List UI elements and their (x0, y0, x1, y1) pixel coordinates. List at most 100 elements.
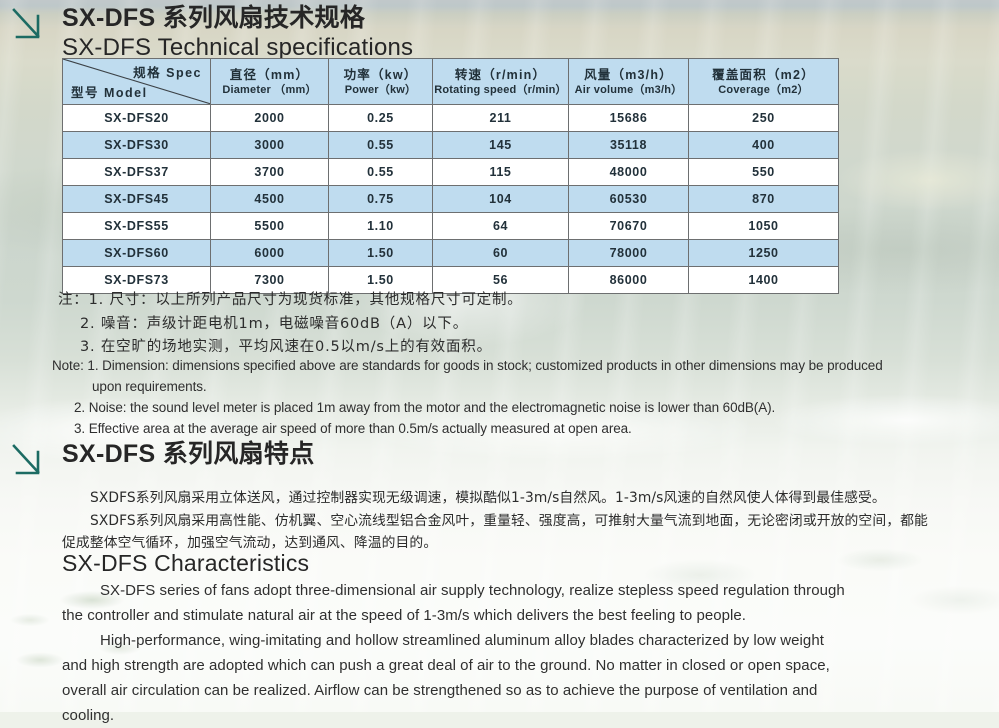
cell-air-volume: 15686 (568, 104, 689, 132)
cell-diameter: 3000 (210, 131, 329, 159)
cell-coverage: 400 (688, 131, 839, 159)
cell-coverage: 550 (688, 158, 839, 186)
header-cn: 风量（m3/h） (584, 67, 673, 82)
characteristics-title-cn: SX-DFS 系列风扇特点 (62, 440, 315, 468)
cell-diameter: 2000 (210, 104, 329, 132)
corner-diagonal-line (63, 59, 210, 104)
header-cn: 转速（r/min） (454, 67, 547, 82)
header-en: Coverage（m2） (718, 83, 809, 96)
column-header-diameter: 直径（mm） Diameter （mm） (210, 58, 329, 105)
char-en-p2-line2: and high strength are adopted which can … (62, 657, 830, 674)
header-en: Power（kw） (344, 83, 417, 96)
table-row: SX-DFS37 3700 0.55 115 48000 550 (62, 158, 839, 186)
cell-speed: 64 (432, 212, 569, 240)
corner-spec-label: 规格 Spec (133, 66, 202, 80)
char-en-p2-line4: cooling. (62, 707, 115, 724)
column-header-power: 功率（kw） Power（kw） (328, 58, 433, 105)
note-en-1: Note: 1. Dimension: dimensions specified… (52, 358, 883, 373)
cell-model: SX-DFS37 (62, 158, 211, 186)
characteristics-title-en: SX-DFS Characteristics (62, 550, 310, 576)
cell-power: 1.10 (328, 212, 433, 240)
cell-model: SX-DFS30 (62, 131, 211, 159)
header-cn: 直径（mm） (229, 67, 310, 82)
column-header-air-volume: 风量（m3/h） Air volume（m3/h） (568, 58, 689, 105)
spec-table: 规格 Spec 型号 Model 直径（mm） Diameter （mm） 功率… (62, 58, 839, 294)
spec-table-container: 规格 Spec 型号 Model 直径（mm） Diameter （mm） 功率… (62, 58, 839, 294)
notes-chinese: 注：1. 尺寸：以上所列产品尺寸为现货标准，其他规格尺寸可定制。 2. 噪音：声… (58, 289, 678, 360)
header-en: Rotating speed（r/min） (434, 83, 567, 96)
cell-power: 1.50 (328, 239, 433, 267)
cell-coverage: 1250 (688, 239, 839, 267)
characteristics-body-chinese: SXDFS系列风扇采用立体送风，通过控制器实现无级调速，模拟酷似1-3m/s自然… (62, 487, 997, 555)
spec-title-en: SX-DFS Technical specifications (62, 34, 414, 61)
column-header-coverage: 覆盖面积（m2） Coverage（m2） (688, 58, 839, 105)
spec-section-titles: SX-DFS 系列风扇技术规格 SX-DFS Technical specifi… (62, 4, 413, 63)
header-en: Diameter （mm） (222, 83, 317, 96)
cell-power: 0.25 (328, 104, 433, 132)
note-cn-1: 注：1. 尺寸：以上所列产品尺寸为现货标准，其他规格尺寸可定制。 (58, 292, 523, 308)
table-row: SX-DFS60 6000 1.50 60 78000 1250 (62, 239, 839, 267)
char-en-p2-line3: overall air circulation can be realized.… (62, 682, 818, 699)
char-en-p2-line1: High-performance, wing-imitating and hol… (100, 632, 824, 649)
cell-model: SX-DFS55 (62, 212, 211, 240)
cell-speed: 145 (432, 131, 569, 159)
cell-speed: 211 (432, 104, 569, 132)
char-cn-p1: SXDFS系列风扇采用立体送风，通过控制器实现无级调速，模拟酷似1-3m/s自然… (90, 490, 886, 506)
table-row: SX-DFS30 3000 0.55 145 35118 400 (62, 131, 839, 159)
header-en: Air volume（m3/h） (574, 83, 683, 96)
table-row: SX-DFS73 7300 1.50 56 86000 1400 (62, 266, 839, 294)
char-en-p1-line1: SX-DFS series of fans adopt three-dimens… (100, 582, 845, 599)
cell-power: 0.55 (328, 158, 433, 186)
spec-section-heading: SX-DFS 系列风扇技术规格 SX-DFS Technical specifi… (0, 4, 413, 63)
column-header-rotating-speed: 转速（r/min） Rotating speed（r/min） (432, 58, 569, 105)
cell-model: SX-DFS20 (62, 104, 211, 132)
table-row: SX-DFS55 5500 1.10 64 70670 1050 (62, 212, 839, 240)
cell-diameter: 3700 (210, 158, 329, 186)
note-en-1-cont: upon requirements. (92, 379, 207, 394)
note-en-3: 3. Effective area at the average air spe… (74, 421, 632, 436)
cell-speed: 104 (432, 185, 569, 213)
cell-speed: 115 (432, 158, 569, 186)
notes-english: Note: 1. Dimension: dimensions specified… (52, 355, 992, 439)
cell-diameter: 4500 (210, 185, 329, 213)
cell-diameter: 7300 (210, 266, 329, 294)
brochure-page: SX-DFS 系列风扇技术规格 SX-DFS Technical specifi… (0, 4, 997, 724)
cell-air-volume: 78000 (568, 239, 689, 267)
spec-table-body: SX-DFS20 2000 0.25 211 15686 250 SX-DFS3… (62, 104, 839, 294)
cell-air-volume: 86000 (568, 266, 689, 294)
cell-air-volume: 35118 (568, 131, 689, 159)
note-cn-2: 2. 噪音：声级计距电机1m，电磁噪音60dB（A）以下。 (80, 315, 469, 332)
table-row: SX-DFS20 2000 0.25 211 15686 250 (62, 104, 839, 132)
cell-diameter: 5500 (210, 212, 329, 240)
cell-power: 0.75 (328, 185, 433, 213)
note-en-2: 2. Noise: the sound level meter is place… (74, 400, 776, 415)
cell-power: 1.50 (328, 266, 433, 294)
arrow-down-right-icon (8, 4, 48, 48)
cell-coverage: 870 (688, 185, 839, 213)
note-cn-3: 3. 在空旷的场地实测，平均风速在0.5以m/s上的有效面积。 (80, 339, 492, 355)
characteristics-section-titles: SX-DFS 系列风扇特点 (62, 440, 315, 469)
characteristics-section-heading: SX-DFS 系列风扇特点 (0, 440, 315, 484)
spec-title-cn: SX-DFS 系列风扇技术规格 (62, 4, 366, 32)
cell-model: SX-DFS73 (62, 266, 211, 294)
header-cn: 覆盖面积（m2） (712, 67, 815, 82)
cell-coverage: 1050 (688, 212, 839, 240)
header-cn: 功率（kw） (343, 67, 418, 82)
table-header-row: 规格 Spec 型号 Model 直径（mm） Diameter （mm） 功率… (62, 58, 839, 105)
cell-speed: 60 (432, 239, 569, 267)
cell-model: SX-DFS45 (62, 185, 211, 213)
cell-speed: 56 (432, 266, 569, 294)
char-cn-p2-line2: 促成整体空气循环，加强空气流动，达到通风、降温的目的。 (62, 535, 438, 551)
cell-power: 0.55 (328, 131, 433, 159)
cell-air-volume: 60530 (568, 185, 689, 213)
characteristics-body-english: SX-DFS series of fans adopt three-dimens… (62, 578, 992, 728)
cell-diameter: 6000 (210, 239, 329, 267)
cell-coverage: 1400 (688, 266, 839, 294)
table-row: SX-DFS45 4500 0.75 104 60530 870 (62, 185, 839, 213)
corner-model-label: 型号 Model (71, 86, 148, 100)
cell-coverage: 250 (688, 104, 839, 132)
char-en-p1-line2: the controller and stimulate natural air… (62, 607, 747, 624)
char-cn-p2-line1: SXDFS系列风扇采用高性能、仿机翼、空心流线型铝合金风叶，重量轻、强度高，可推… (90, 512, 928, 529)
cell-air-volume: 48000 (568, 158, 689, 186)
cell-model: SX-DFS60 (62, 239, 211, 267)
